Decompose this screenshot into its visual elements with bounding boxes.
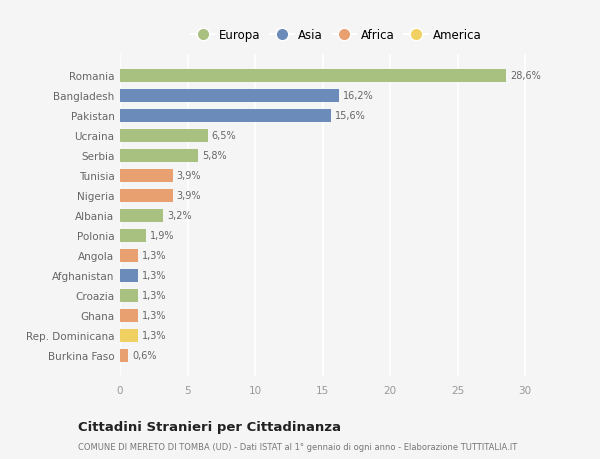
Text: 5,8%: 5,8% (202, 151, 227, 161)
Bar (120, 229, 146, 242)
Text: 1,9%: 1,9% (150, 231, 174, 241)
Text: 1,3%: 1,3% (142, 251, 166, 261)
Bar (120, 189, 173, 202)
Bar (120, 110, 331, 123)
Text: 16,2%: 16,2% (343, 91, 373, 101)
Bar (120, 329, 137, 342)
Text: 0,6%: 0,6% (132, 350, 157, 360)
Bar (120, 209, 163, 222)
Bar (120, 289, 137, 302)
Text: 15,6%: 15,6% (335, 111, 365, 121)
Text: 3,9%: 3,9% (176, 191, 201, 201)
Bar (120, 150, 198, 162)
Text: 6,5%: 6,5% (212, 131, 236, 141)
Text: 1,3%: 1,3% (142, 270, 166, 280)
Text: 3,2%: 3,2% (167, 211, 192, 221)
Bar (120, 129, 208, 142)
Bar (120, 70, 506, 83)
Text: 3,9%: 3,9% (176, 171, 201, 181)
Text: Cittadini Stranieri per Cittadinanza: Cittadini Stranieri per Cittadinanza (78, 420, 341, 433)
Text: 1,3%: 1,3% (142, 291, 166, 301)
Text: 28,6%: 28,6% (510, 71, 541, 81)
Text: COMUNE DI MERETO DI TOMBA (UD) - Dati ISTAT al 1° gennaio di ogni anno - Elabora: COMUNE DI MERETO DI TOMBA (UD) - Dati IS… (78, 442, 517, 451)
Bar (120, 90, 338, 102)
Bar (120, 309, 137, 322)
Bar (120, 249, 137, 262)
Text: 1,3%: 1,3% (142, 330, 166, 340)
Bar (120, 349, 128, 362)
Text: 1,3%: 1,3% (142, 310, 166, 320)
Legend: Europa, Asia, Africa, America: Europa, Asia, Africa, America (187, 26, 485, 45)
Bar (120, 269, 137, 282)
Bar (120, 169, 173, 182)
